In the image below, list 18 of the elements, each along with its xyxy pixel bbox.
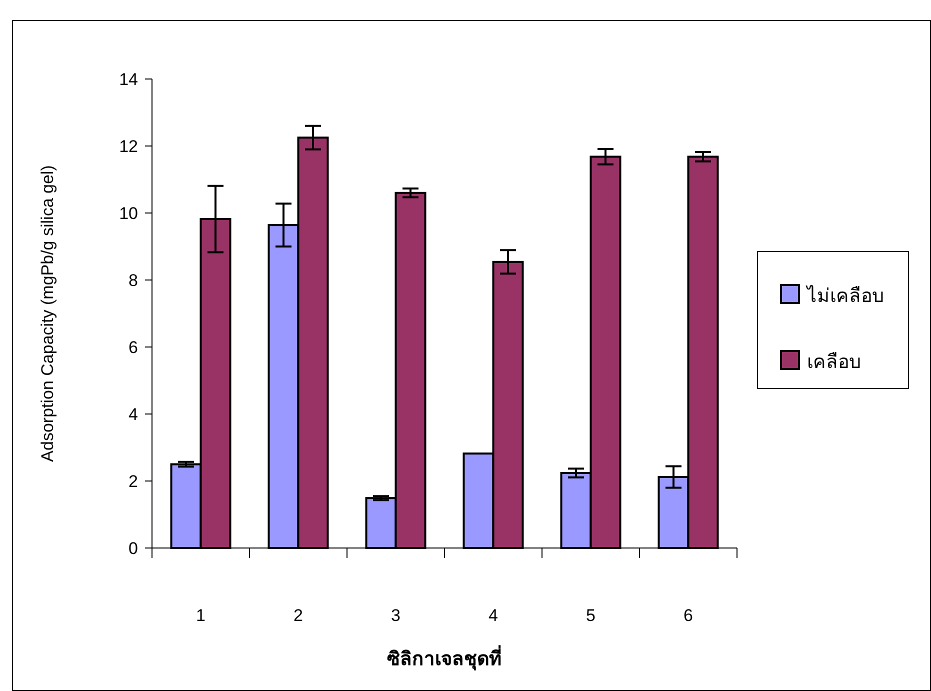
y-tick-label: 6 <box>128 338 138 357</box>
y-tick-label: 12 <box>119 137 138 156</box>
y-axis-title: Adsorption Capacity (mgPb/g silica gel) <box>38 165 57 462</box>
x-tick-label: 3 <box>391 606 400 625</box>
legend-label: เคลือบ <box>807 352 861 373</box>
legend-label: ไม่เคลือบ <box>805 285 884 307</box>
y-tick-label: 4 <box>128 405 138 424</box>
y-tick-label: 8 <box>128 271 138 290</box>
x-tick-label: 5 <box>586 606 596 625</box>
x-tick-label: 2 <box>294 606 303 625</box>
y-tick-label: 14 <box>119 70 138 89</box>
y-tick-label: 0 <box>128 539 138 558</box>
y-tick-label: 2 <box>128 472 138 491</box>
x-tick-label: 4 <box>488 606 498 625</box>
x-tick-label: 6 <box>684 606 693 625</box>
x-axis-title: ซิลิกาเจลชุดที่ <box>387 645 502 671</box>
y-tick-label: 10 <box>119 204 138 223</box>
x-tick-label: 1 <box>196 606 206 625</box>
